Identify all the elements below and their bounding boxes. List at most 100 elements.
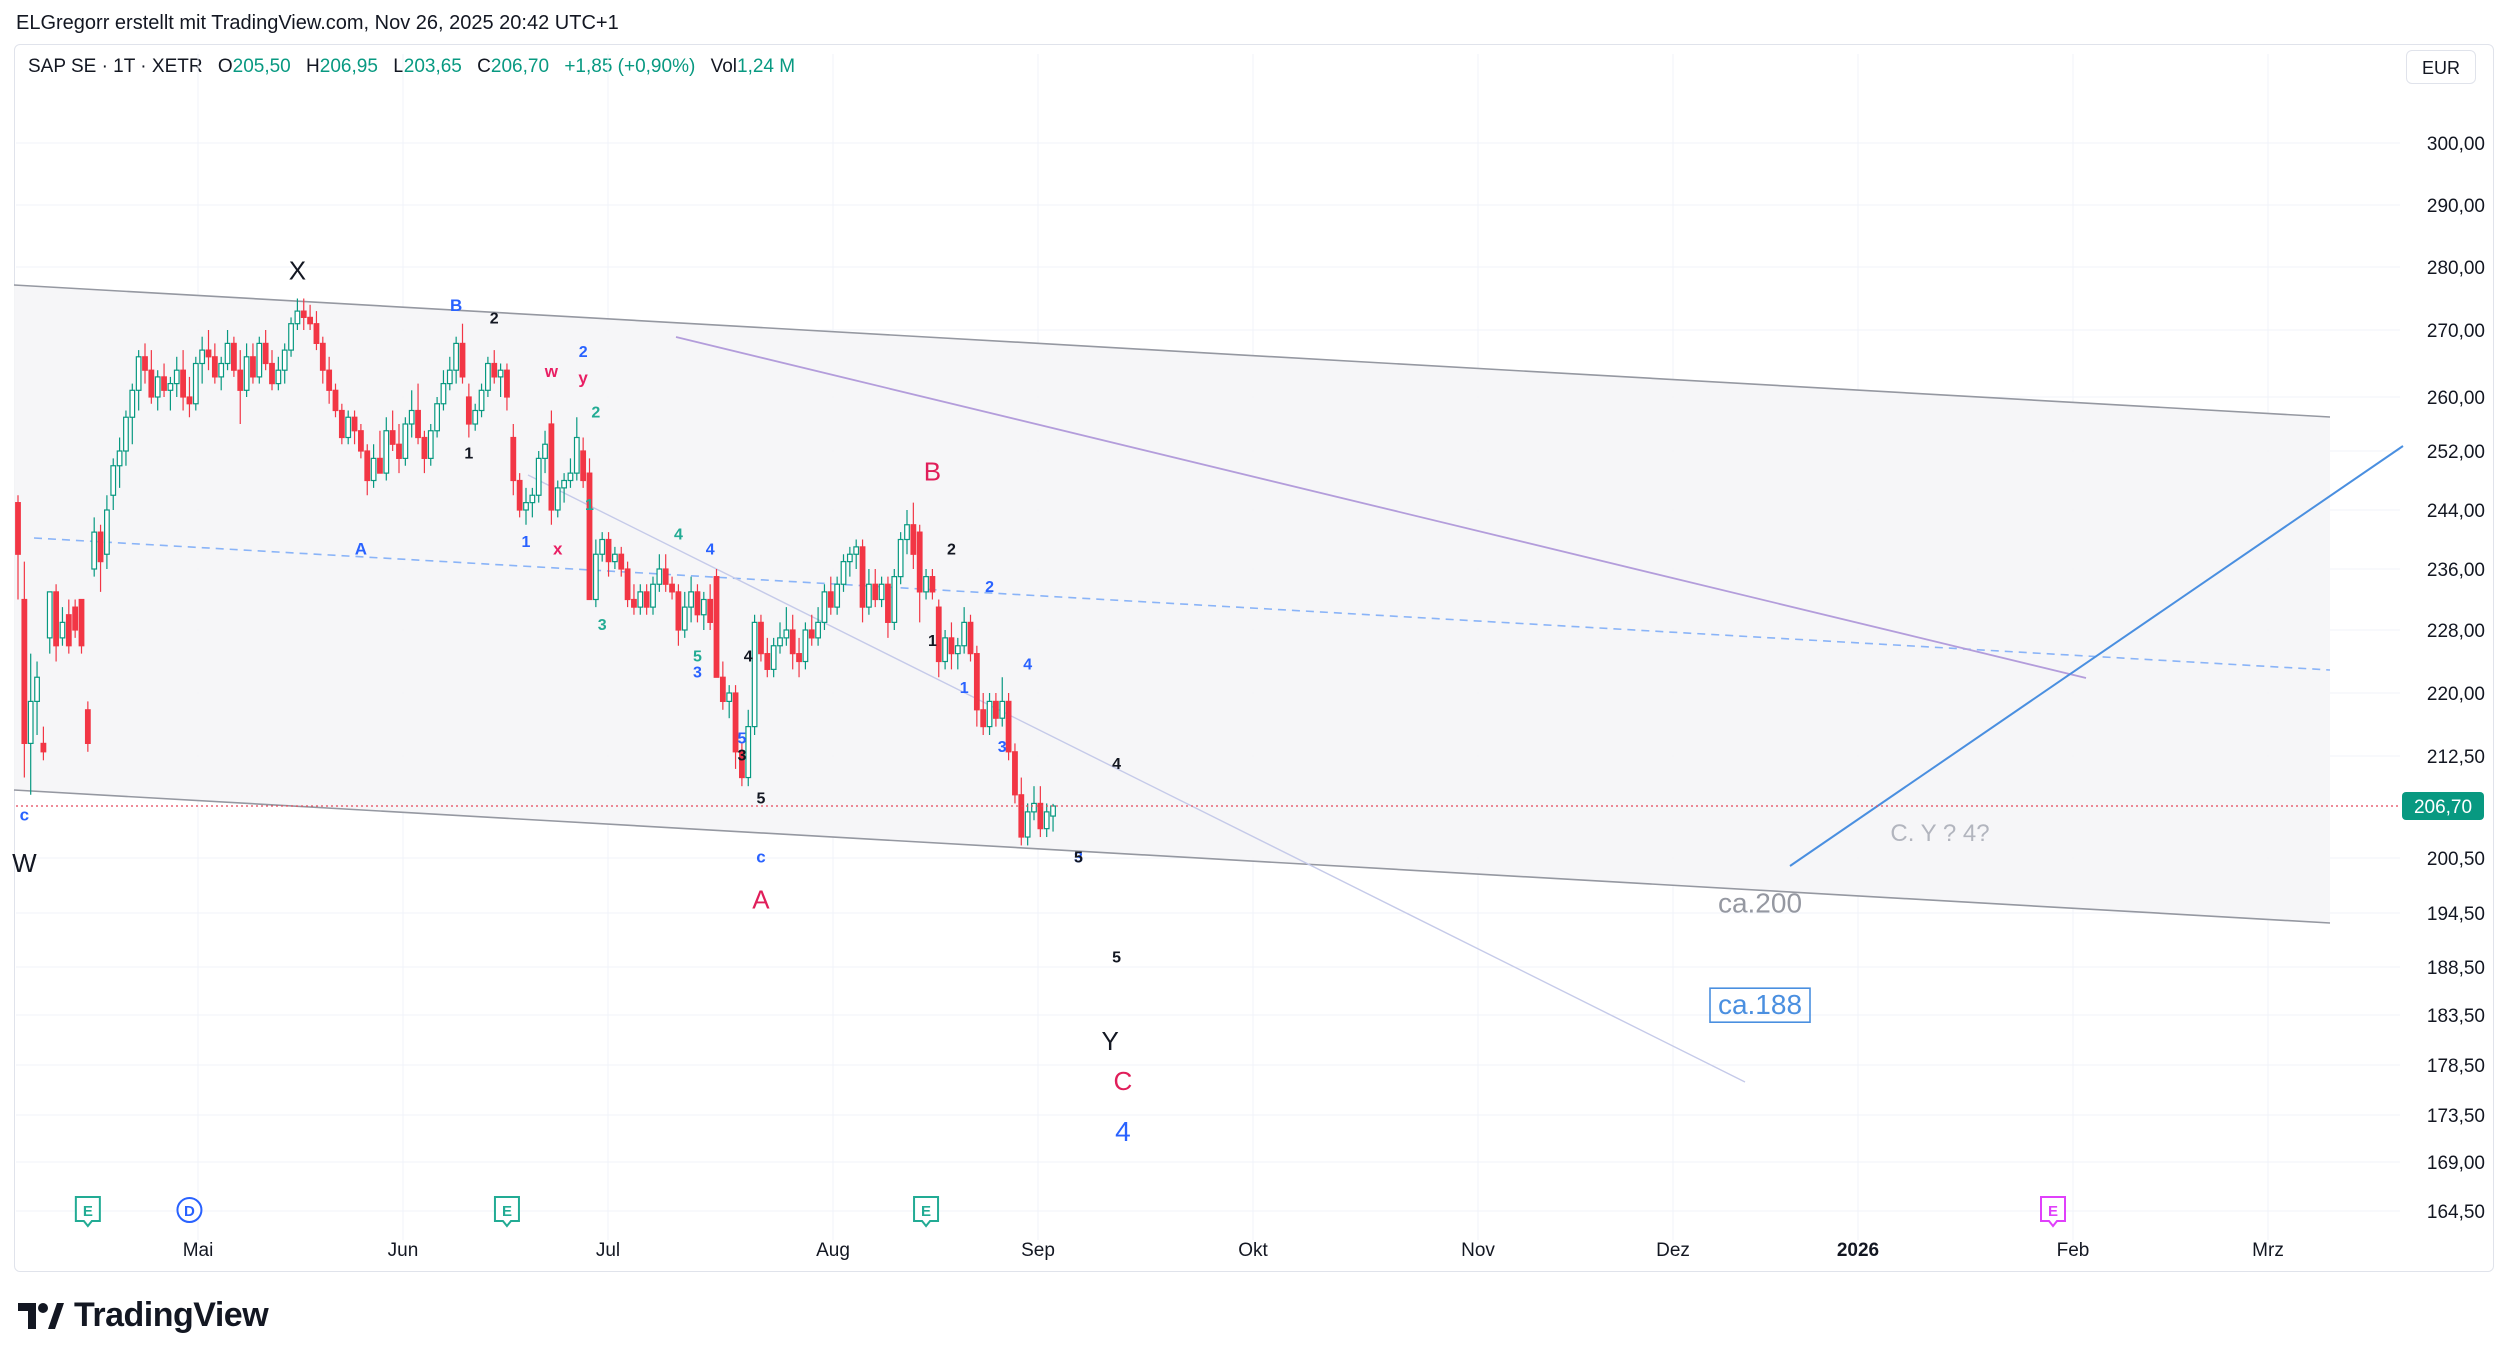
candle-body <box>973 653 980 711</box>
candle-body <box>161 376 167 391</box>
earnings-marker-icon <box>2040 1196 2066 1228</box>
candle-body <box>561 479 567 489</box>
channel-lower-line <box>13 789 2331 924</box>
candle-body <box>573 436 580 474</box>
earnings-marker-icon <box>493 1196 520 1228</box>
candle-body <box>383 430 390 474</box>
candle-body <box>205 349 212 358</box>
candle-body <box>465 396 472 425</box>
wave-label: A <box>355 539 367 558</box>
candle-body <box>580 450 587 482</box>
symbol-name[interactable]: SAP SE · 1T · XETR <box>28 56 203 77</box>
x-axis-tick-label: Jun <box>388 1240 419 1261</box>
candle-body <box>567 472 574 482</box>
candle-body <box>808 629 815 639</box>
candle-body <box>1012 751 1018 796</box>
candle-body <box>338 409 345 439</box>
candle-body <box>535 457 542 496</box>
candle-body <box>21 598 28 744</box>
candle-body <box>46 591 53 639</box>
candle-body <box>186 396 193 405</box>
candle-body <box>523 502 529 511</box>
candle-body <box>967 621 974 655</box>
candle-body <box>516 479 523 511</box>
wave-label: 5 <box>737 730 746 747</box>
y-axis-tick-label: 290,00 <box>2427 196 2485 217</box>
x-axis-tick-label: Feb <box>2057 1240 2090 1261</box>
wave-label: 3 <box>1074 850 1083 867</box>
change-value: +1,85 (+0,90%) <box>564 56 696 77</box>
candle-body <box>313 323 320 345</box>
wave-label: C <box>1114 1066 1133 1096</box>
candle-body <box>91 531 98 570</box>
candle-body <box>307 316 313 325</box>
wave-label: 2 <box>490 311 499 328</box>
x-axis-tick-label: Nov <box>1461 1240 1495 1261</box>
candle-body <box>231 342 237 371</box>
candle-body <box>72 606 79 631</box>
candle-body <box>789 629 796 655</box>
candle-body <box>27 700 34 745</box>
wave-label: 2 <box>985 579 994 596</box>
candle-body <box>472 409 479 425</box>
candle-body <box>910 524 917 555</box>
event-marker-letter: D <box>184 1203 195 1220</box>
candle-body <box>840 561 847 585</box>
candle-body <box>504 369 510 398</box>
y-axis-tick-label: 236,00 <box>2427 560 2485 581</box>
y-axis-tick-label: 228,00 <box>2427 621 2485 642</box>
wave-label: 1 <box>960 680 969 697</box>
x-axis-tick-label: Sep <box>1021 1240 1055 1261</box>
candle-body <box>434 403 440 432</box>
candle-body <box>758 621 764 655</box>
candle-body <box>1037 802 1044 830</box>
y-axis-tick-label: 200,50 <box>2427 849 2485 870</box>
wave-label: X <box>289 256 306 286</box>
wave-label: w <box>544 362 559 381</box>
wave-label: 4 <box>1112 756 1121 773</box>
candle-body <box>459 342 466 378</box>
candle-body <box>954 645 961 655</box>
candle-body <box>611 553 618 563</box>
candle-body <box>408 409 415 425</box>
candle-body <box>796 653 802 663</box>
x-axis-tick-label: Okt <box>1238 1240 1268 1261</box>
wave-label: 4 <box>744 649 753 666</box>
open-value: 205,50 <box>232 56 291 77</box>
candle-body <box>84 709 91 744</box>
candle-body <box>269 362 275 385</box>
candle-body <box>948 637 955 655</box>
candle-body <box>1031 802 1037 813</box>
candle-body <box>275 369 282 385</box>
y-axis-tick-label: 300,00 <box>2427 134 2485 155</box>
symbol-legend: SAP SE · 1T · XETR O205,50 H206,95 L203,… <box>28 56 795 78</box>
candle-body <box>300 310 307 319</box>
candle-body <box>662 568 669 585</box>
wave-label: W <box>12 848 37 878</box>
candle-body <box>440 383 447 405</box>
wave-label: y <box>578 369 588 388</box>
channel-upper-line <box>13 284 2331 418</box>
earnings-marker-icon <box>74 1196 101 1228</box>
candle-body <box>859 546 866 608</box>
candle-body <box>135 356 142 391</box>
candle-body <box>218 362 225 378</box>
wave-trendline-lavender <box>527 474 1746 1083</box>
wave-label: 1 <box>585 497 594 514</box>
candle-body <box>637 591 644 608</box>
wave-label: 3 <box>598 617 607 634</box>
candle-body <box>745 725 752 779</box>
wave-label: c <box>756 848 765 867</box>
candle-body <box>154 376 161 398</box>
currency-button[interactable]: EUR <box>2406 50 2476 84</box>
candle-body <box>631 598 637 608</box>
dividend-marker-icon <box>176 1197 203 1223</box>
wave-label: 2 <box>591 404 600 421</box>
candle-body <box>802 629 809 663</box>
candle-body <box>650 583 656 608</box>
projection-label: ca.200 <box>1718 887 1802 918</box>
wave-label: Y <box>1102 1026 1119 1056</box>
candle-body <box>123 416 129 452</box>
close-value: 206,70 <box>490 56 550 77</box>
